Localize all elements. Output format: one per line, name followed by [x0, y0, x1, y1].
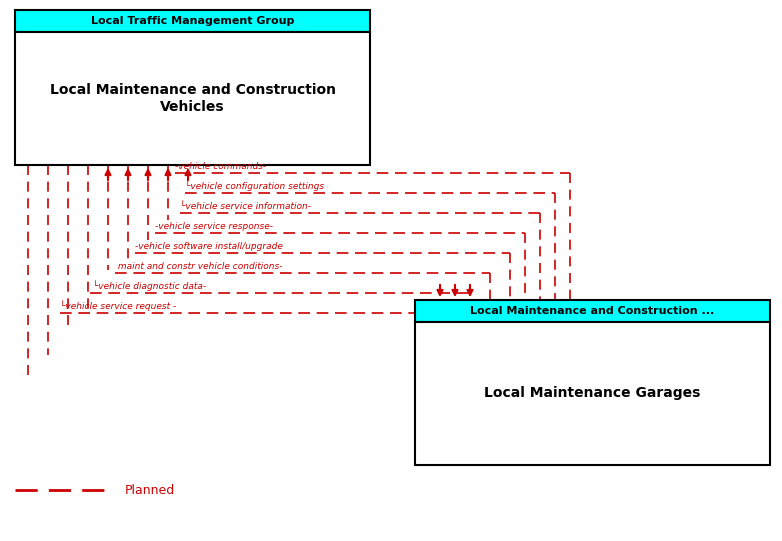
Text: Planned: Planned: [125, 484, 175, 497]
Text: Local Maintenance and Construction ...: Local Maintenance and Construction ...: [471, 306, 715, 316]
Text: Local Maintenance Garages: Local Maintenance Garages: [484, 386, 701, 400]
Text: -vehicle software install/upgrade: -vehicle software install/upgrade: [135, 242, 283, 251]
Bar: [415, 322, 770, 465]
Text: -vehicle commands-: -vehicle commands-: [175, 162, 266, 171]
Text: └vehicle service information-: └vehicle service information-: [180, 202, 311, 211]
Text: maint and constr vehicle conditions-: maint and constr vehicle conditions-: [115, 262, 282, 271]
Text: Local Maintenance and Construction
Vehicles: Local Maintenance and Construction Vehic…: [49, 83, 335, 114]
Text: -vehicle service response-: -vehicle service response-: [155, 222, 273, 231]
Text: Local Traffic Management Group: Local Traffic Management Group: [91, 16, 294, 26]
Bar: [15, 10, 370, 32]
Bar: [415, 300, 770, 322]
Text: └vehicle configuration settings: └vehicle configuration settings: [185, 180, 324, 191]
Text: └vehicle service request -: └vehicle service request -: [60, 300, 176, 311]
Text: └vehicle diagnostic data-: └vehicle diagnostic data-: [90, 280, 206, 291]
Bar: [15, 32, 370, 165]
